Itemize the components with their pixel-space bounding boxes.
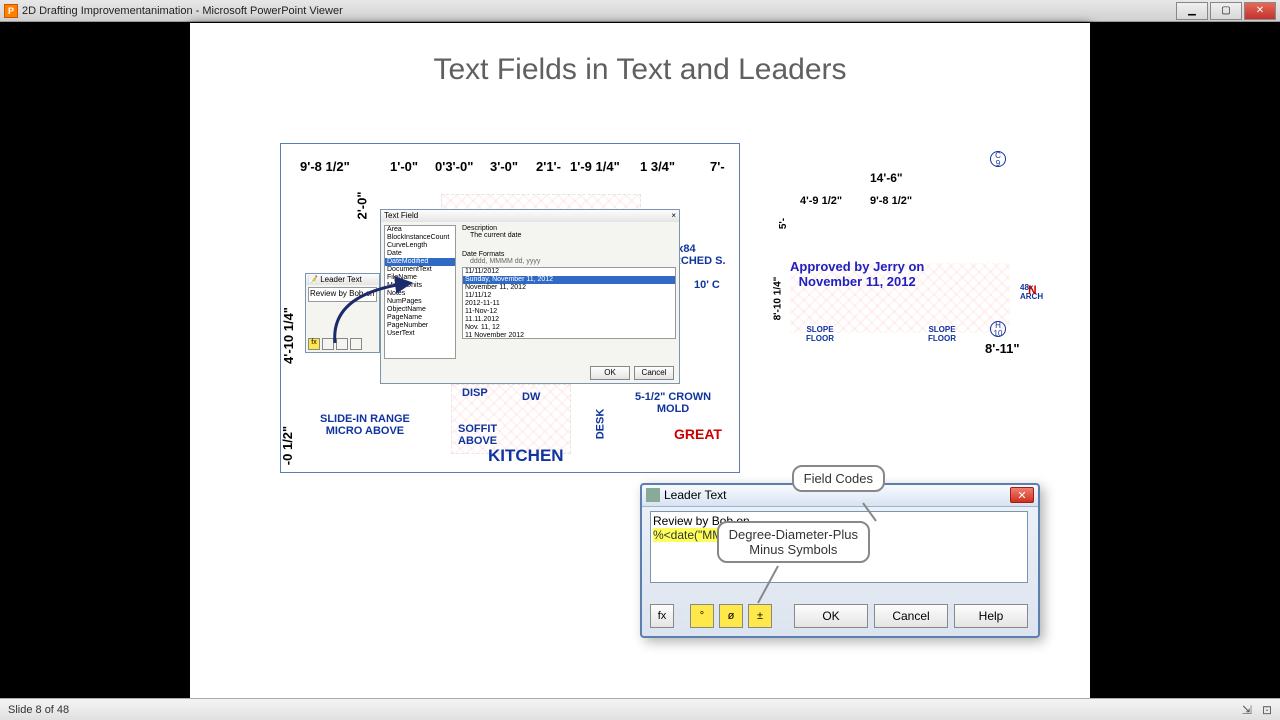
dim-top-7: 1 3/4": [640, 159, 675, 174]
kitchen-label: KITCHEN: [488, 446, 564, 466]
approved-line2: November 11, 2012: [790, 274, 924, 289]
slide: Text Fields in Text and Leaders Main Flo…: [190, 23, 1090, 698]
dim-top-4: 3'-0": [490, 159, 518, 174]
leader-dialog-icon: [646, 488, 660, 502]
window-title: 2D Drafting Improvementanimation - Micro…: [22, 5, 1176, 17]
description-value: The current date: [470, 232, 676, 239]
disp-label: DISP: [462, 387, 488, 399]
field-codes-callout: Field Codes: [792, 465, 885, 492]
fx-small-button[interactable]: fx: [308, 338, 320, 350]
statusbar-icon-1[interactable]: ⇲: [1242, 703, 1252, 717]
soffit-label: SOFFIT ABOVE: [458, 423, 497, 447]
dim-r-top2: 4'-9 1/2": [800, 195, 842, 207]
leader-small-title: 📝 Leader Text: [306, 274, 379, 285]
text-field-title: Text Field: [384, 211, 418, 221]
dim-top-8: 7'-: [710, 159, 725, 174]
text-field-close-icon[interactable]: ×: [671, 211, 676, 221]
degree-symbol-button[interactable]: °: [690, 604, 714, 628]
crown-label: 5-1/2" CROWN MOLD: [635, 391, 711, 415]
tenc-label: 10' C: [694, 279, 720, 291]
text-field-cancel-button[interactable]: Cancel: [634, 366, 674, 380]
dim-top-5: 2'1'-: [536, 159, 561, 174]
dim-r-top3: 9'-8 1/2": [870, 195, 912, 207]
dw-label: DW: [522, 391, 540, 403]
dim-top-2: 1'-0": [390, 159, 418, 174]
range-label: SLIDE-IN RANGE MICRO ABOVE: [320, 413, 410, 437]
dim-r-sidetop: 5'-: [778, 217, 789, 228]
slide-viewer: Text Fields in Text and Leaders Main Flo…: [0, 22, 1280, 698]
symbols-callout-l2: Minus Symbols: [729, 542, 858, 557]
fx-button[interactable]: fx: [650, 604, 674, 628]
app-icon: P: [4, 4, 18, 18]
maximize-button[interactable]: ▢: [1210, 2, 1242, 20]
dim-side-1: 2'-0": [355, 191, 370, 219]
dim-top-6: 1'-9 1/4": [570, 159, 620, 174]
slope2-label: SLOPE FLOOR: [928, 325, 956, 343]
diameter-symbol-button[interactable]: ø: [719, 604, 743, 628]
dim-r-sidebot: 8'-11": [985, 341, 1020, 356]
dim-top-3: 0'3'-0": [435, 159, 473, 174]
date-formats-list[interactable]: 11/11/2012Sunday, November 11, 2012Novem…: [462, 267, 676, 339]
sym2-small-button[interactable]: [336, 338, 348, 350]
plusminus-symbol-button[interactable]: ±: [748, 604, 772, 628]
slide-counter: Slide 8 of 48: [8, 704, 69, 716]
leader-cancel-button[interactable]: Cancel: [874, 604, 948, 628]
n-label: N: [1028, 283, 1037, 297]
dim-side-3: -0 1/2": [280, 425, 295, 464]
symbols-callout: Degree-Diameter-Plus Minus Symbols: [717, 521, 870, 563]
status-bar: Slide 8 of 48 ⇲ ⊡: [0, 698, 1280, 720]
dim-r-top1: 14'-6": [870, 171, 903, 185]
date-formats-hint: dddd, MMMM dd, yyyy: [470, 258, 676, 265]
date-formats-label: Date Formats: [462, 251, 676, 258]
description-label: Description: [462, 225, 676, 232]
field-type-list[interactable]: AreaBlockInstanceCountCurveLengthDateDat…: [384, 225, 456, 359]
symbols-callout-l1: Degree-Diameter-Plus: [729, 527, 858, 542]
window-titlebar: P 2D Drafting Improvementanimation - Mic…: [0, 0, 1280, 22]
c9-bubble: C 9: [990, 151, 1006, 167]
window-controls: ▁ ▢ ✕: [1176, 2, 1276, 20]
leader-ok-button[interactable]: OK: [794, 604, 868, 628]
dim-r-sidemid: 8'-10 1/4": [772, 276, 783, 320]
dim-side-2: 4'-10 1/4": [281, 307, 296, 364]
sym3-small-button[interactable]: [350, 338, 362, 350]
leader-dialog-close-button[interactable]: ✕: [1010, 487, 1034, 503]
h10-bubble: H 10: [990, 321, 1006, 337]
slide-title: Text Fields in Text and Leaders: [190, 53, 1090, 87]
approved-line1: Approved by Jerry on: [790, 259, 924, 274]
statusbar-icon-2[interactable]: ⊡: [1262, 703, 1272, 717]
close-button[interactable]: ✕: [1244, 2, 1276, 20]
leader-help-button[interactable]: Help: [954, 604, 1028, 628]
slope1-label: SLOPE FLOOR: [806, 325, 834, 343]
leader-text-dialog-small: 📝 Leader Text Review by Bob on fx: [305, 273, 380, 353]
desk-label: DESK: [594, 408, 606, 439]
great-label: GREAT: [674, 426, 722, 442]
sym1-small-button[interactable]: [322, 338, 334, 350]
dim-top-1: 9'-8 1/2": [300, 159, 350, 174]
text-field-dialog: Text Field × AreaBlockInstanceCountCurve…: [380, 209, 680, 384]
minimize-button[interactable]: ▁: [1176, 2, 1208, 20]
text-field-ok-button[interactable]: OK: [590, 366, 630, 380]
leader-small-content: Review by Bob on: [308, 287, 377, 302]
